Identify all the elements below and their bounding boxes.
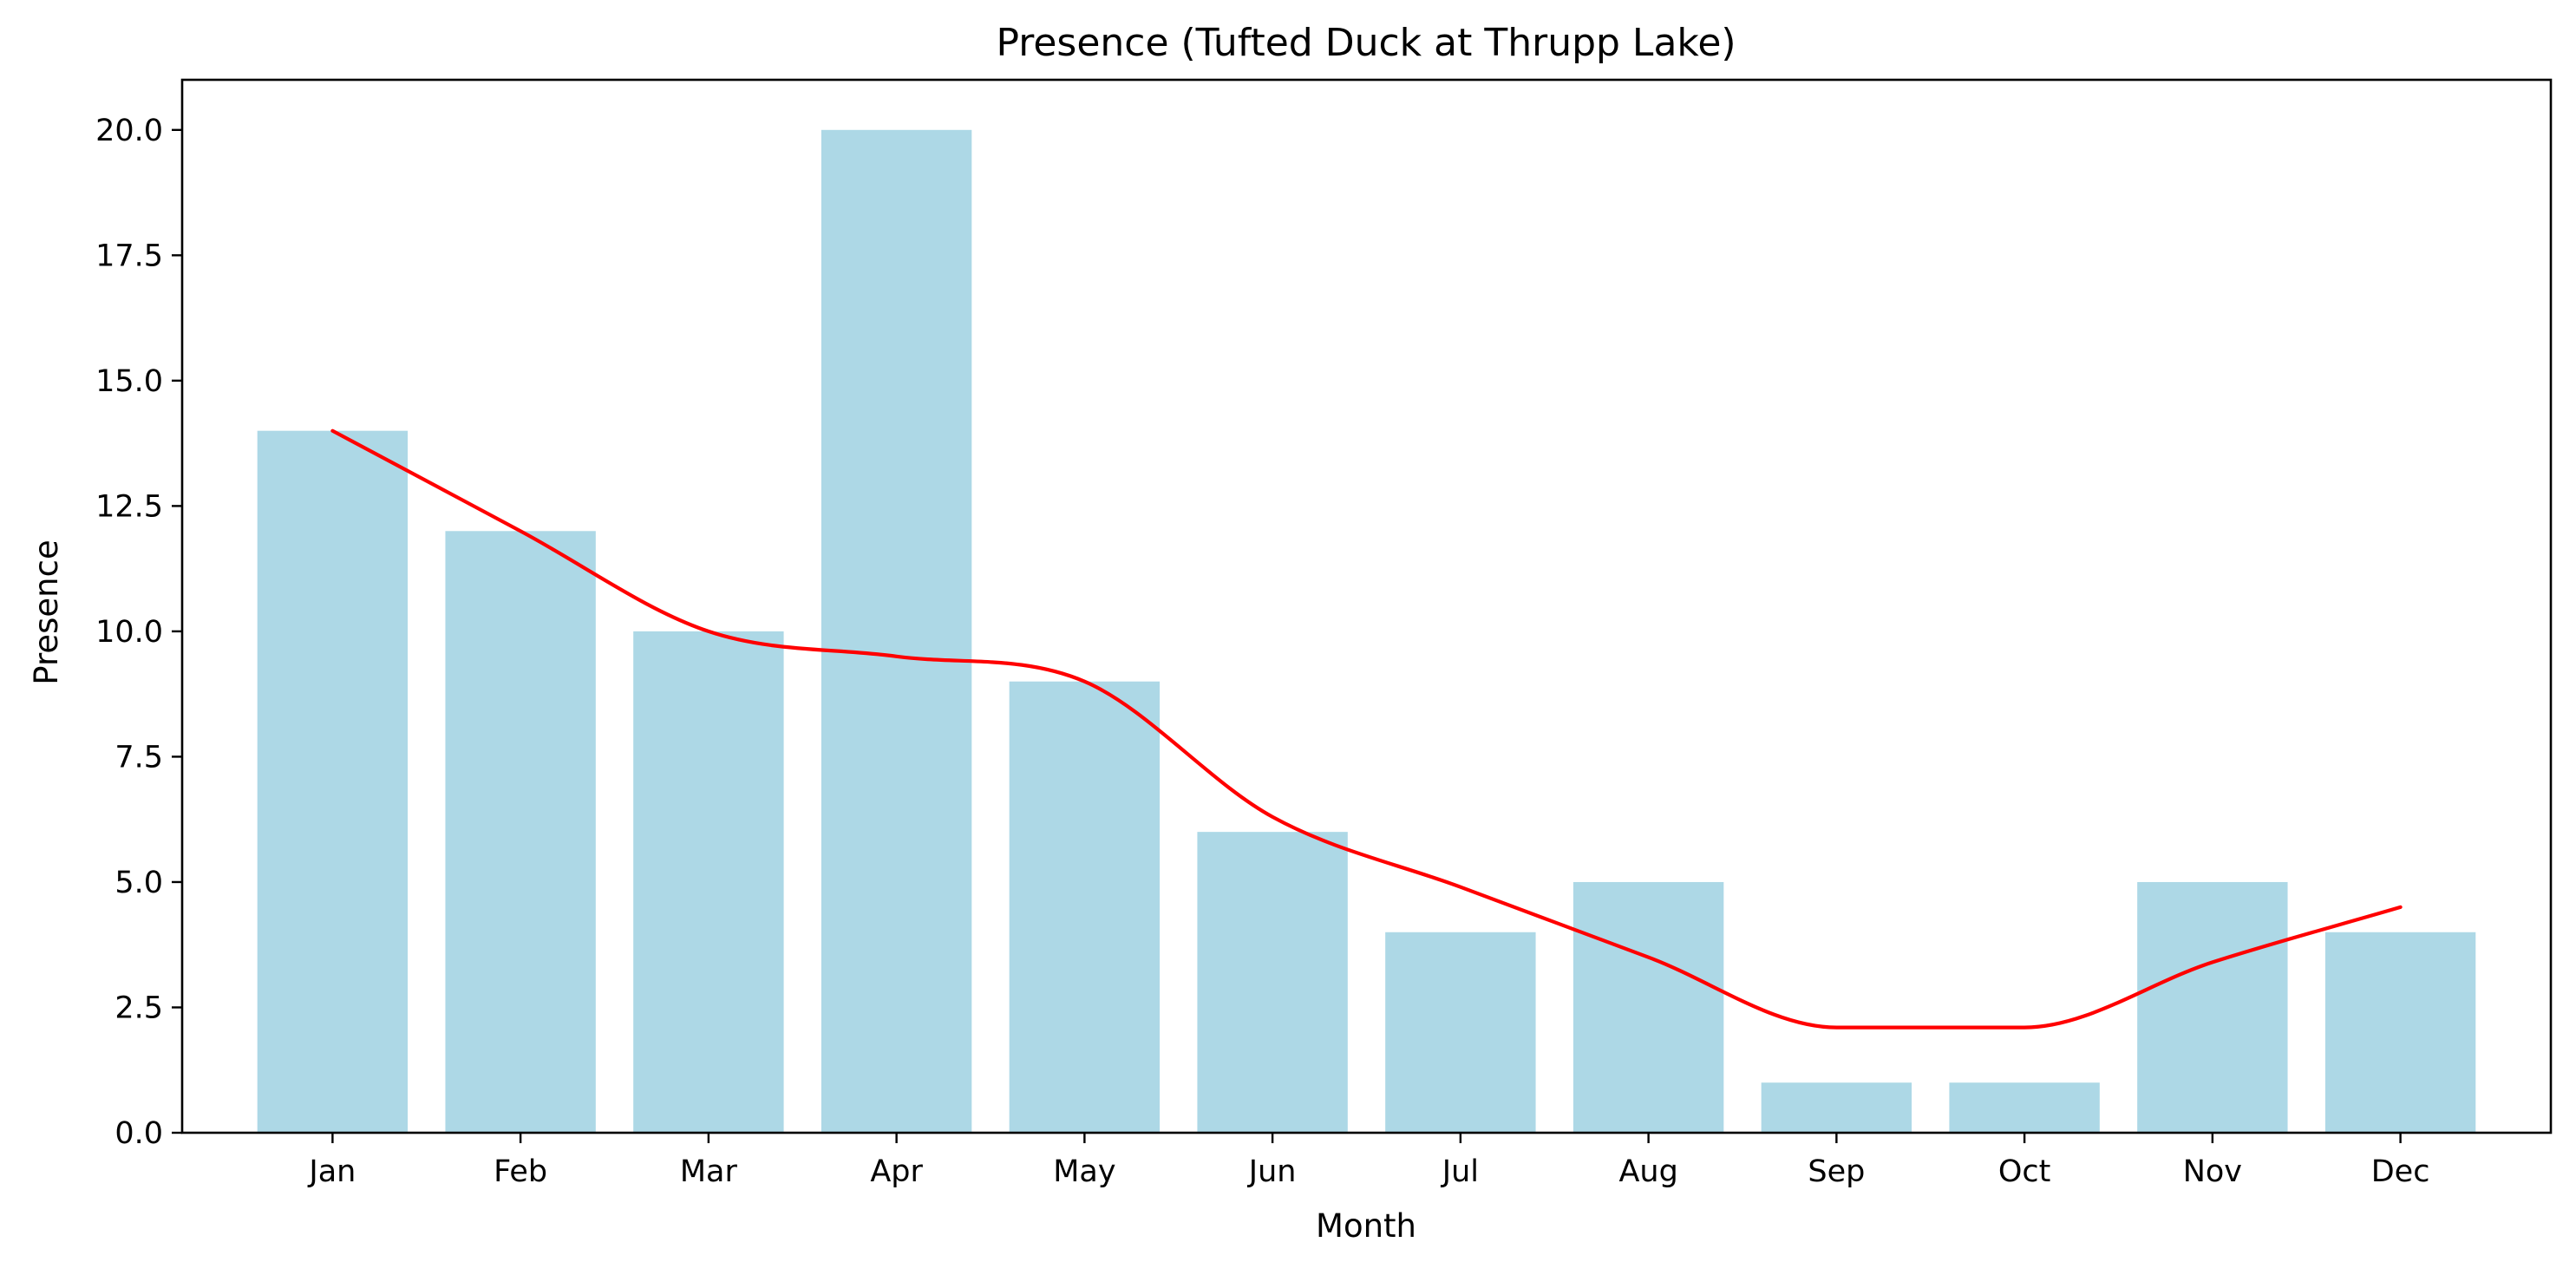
bar-sep (1761, 1082, 1912, 1133)
x-tick-label-aug: Aug (1618, 1154, 1677, 1189)
x-tick-label-jun: Jun (1247, 1154, 1297, 1189)
y-axis-label: Presence (28, 539, 65, 684)
y-axis: 0.0 2.5 5.0 7.5 10.0 12.5 15.0 17.5 20.0 (95, 114, 182, 1151)
y-tick-label: 20.0 (95, 114, 163, 148)
plot-frame (180, 78, 2553, 1134)
x-axis: Jan Feb Mar Apr May Jun Jul Aug Sep Oct Nov Dec (307, 1133, 2429, 1189)
bar-apr (821, 129, 972, 1133)
trend-line-layer (330, 428, 2403, 1030)
bar-jul (1385, 932, 1536, 1133)
x-tick-label-sep: Sep (1808, 1154, 1865, 1189)
x-tick-label-dec: Dec (2371, 1154, 2430, 1189)
x-tick-label-mar: Mar (680, 1154, 738, 1189)
x-tick-label-jul: Jul (1441, 1154, 1479, 1189)
y-tick-label: 10.0 (95, 615, 163, 650)
chart-title: Presence (Tufted Duck at Thrupp Lake) (996, 21, 1736, 65)
x-tick-label-feb: Feb (494, 1154, 547, 1189)
bar-mar (633, 631, 784, 1133)
bar-feb (445, 531, 596, 1133)
y-tick-label: 5.0 (114, 866, 163, 900)
y-tick-label: 15.0 (95, 364, 163, 399)
y-tick-label: 0.0 (114, 1116, 163, 1151)
bar-oct (1949, 1082, 2100, 1133)
bar-jun (1197, 832, 1348, 1133)
x-tick-label-jan: Jan (307, 1154, 356, 1189)
bar-jan (257, 430, 409, 1134)
y-tick-label: 2.5 (114, 991, 163, 1025)
y-tick-label: 17.5 (95, 239, 163, 273)
x-axis-label: Month (1316, 1207, 1416, 1245)
bars-layer (257, 129, 2476, 1134)
bar-nov (2137, 881, 2288, 1133)
bar-may (1009, 681, 1161, 1133)
x-tick-label-nov: Nov (2183, 1154, 2242, 1189)
trend-line (330, 428, 2403, 1030)
x-tick-label-oct: Oct (1998, 1154, 2051, 1189)
y-tick-label: 12.5 (95, 489, 163, 524)
bar-dec (2324, 932, 2476, 1133)
x-tick-label-may: May (1053, 1154, 1115, 1189)
y-tick-label: 7.5 (114, 740, 163, 775)
x-tick-label-apr: Apr (870, 1154, 923, 1189)
bar-aug (1572, 881, 1724, 1133)
